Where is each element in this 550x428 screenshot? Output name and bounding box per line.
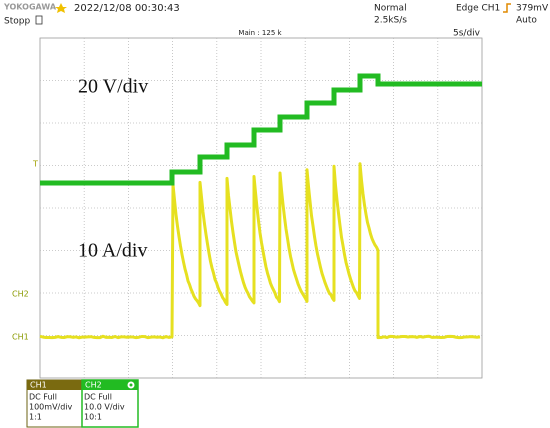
ch2-coupling: DC Full <box>84 393 112 402</box>
ch2-icon-dot <box>130 384 133 387</box>
ch2-probe: 10:1 <box>84 413 102 422</box>
ch1-name: CH1 <box>30 381 47 390</box>
timebase: 5s/div <box>453 29 481 39</box>
mode: Normal <box>374 4 407 14</box>
trigger: Edge CH1 <box>456 4 500 14</box>
ch1-probe: 1:1 <box>29 413 42 422</box>
stop-icon <box>36 16 42 24</box>
sample-rate: 2.5kS/s <box>374 16 407 26</box>
trigger-marker: T <box>32 160 38 169</box>
main-info: Main : 125 k <box>238 29 282 37</box>
ch2-scale: 10.0 V/div <box>84 403 125 412</box>
ch2-marker: CH2 <box>12 290 29 299</box>
brand: YOKOGAWA <box>3 3 57 12</box>
edge-icon <box>503 4 511 12</box>
trigger-level: 379mV <box>516 4 549 14</box>
ch1-scale: 100mV/div <box>29 403 73 412</box>
annotation: 20 V/div <box>78 76 148 98</box>
trigger-mode: Auto <box>516 16 537 26</box>
star-icon <box>55 3 67 13</box>
ch1-coupling: DC Full <box>29 393 57 402</box>
date-time: 2022/12/08 00:30:43 <box>74 3 180 14</box>
ch2-name: CH2 <box>85 381 102 390</box>
status: Stopp <box>4 17 30 27</box>
ch1-marker: CH1 <box>12 333 29 342</box>
annotation: 10 A/div <box>78 240 147 262</box>
